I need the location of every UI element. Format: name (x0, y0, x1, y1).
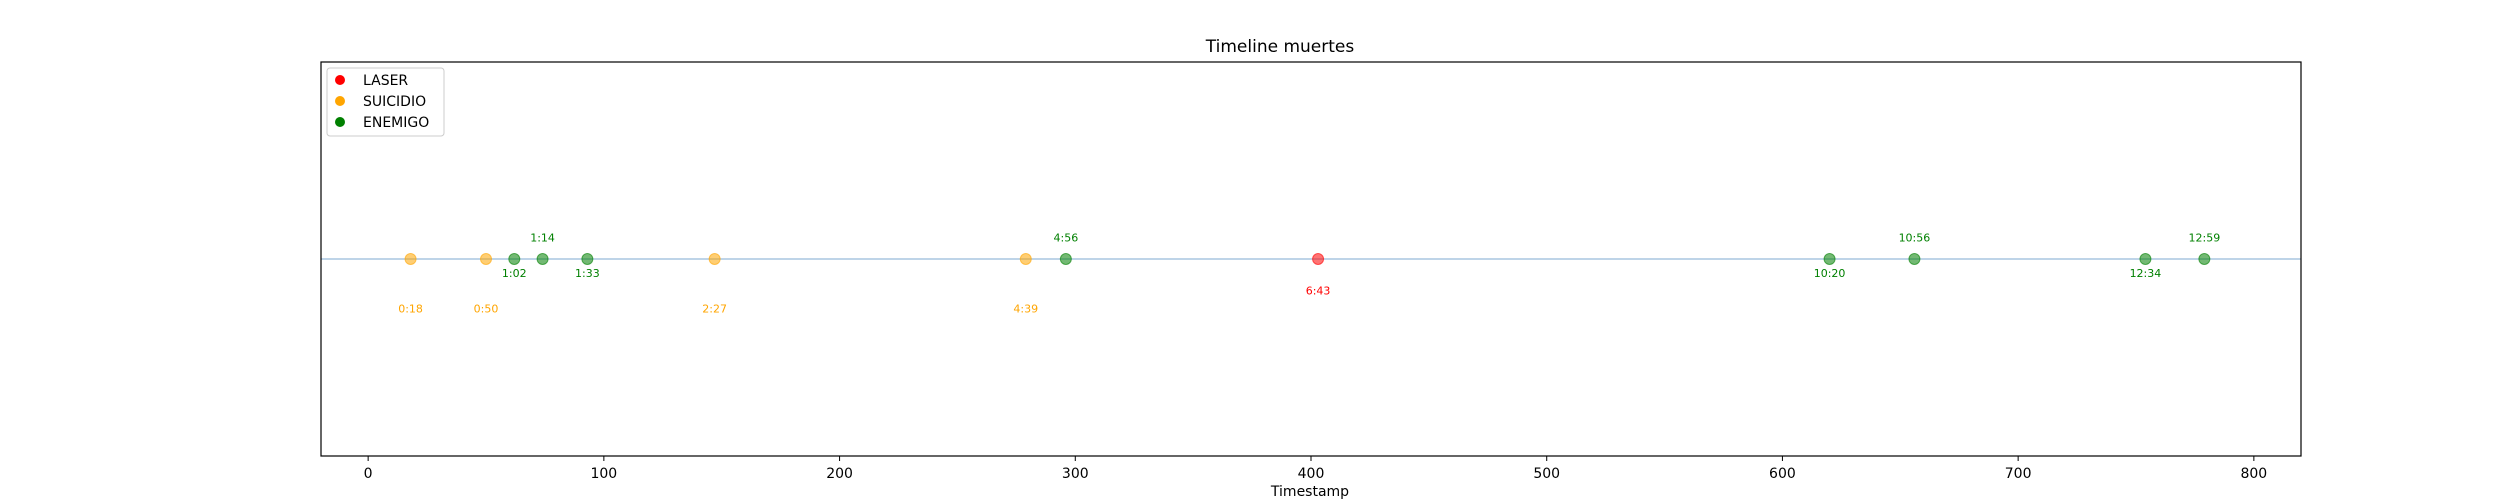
x-tick-label: 200 (826, 466, 853, 482)
data-point (2198, 253, 2211, 265)
data-point (480, 253, 492, 265)
chart-title: Timeline muertes (1205, 37, 1355, 57)
point-label: 0:50 (474, 302, 499, 315)
data-point (581, 253, 594, 265)
point-label: 12:59 (2189, 231, 2221, 244)
legend-label: LASER (363, 73, 408, 89)
point-label: 4:56 (1054, 231, 1079, 244)
data-point (536, 253, 549, 265)
point-label: 6:43 (1306, 285, 1331, 298)
point-label: 2:27 (702, 302, 727, 315)
point-label: 10:56 (1899, 231, 1931, 244)
data-point (2139, 253, 2152, 265)
legend-label: SUICIDIO (363, 94, 426, 110)
legend-marker (335, 117, 345, 127)
point-label: 12:34 (2130, 267, 2162, 280)
data-point (404, 253, 417, 265)
data-point (1908, 253, 1921, 265)
point-labels-layer: 0:18 0:50 1:02 1:14 1:33 2:27 4:39 4:56 6:43 10:2… (398, 231, 2220, 315)
data-point (508, 253, 521, 265)
x-tick-label: 600 (1769, 466, 1796, 482)
legend-box (326, 67, 445, 137)
x-tick-label: 400 (1298, 466, 1325, 482)
point-label: 1:33 (575, 267, 600, 280)
data-point (1019, 253, 1032, 265)
point-label: 4:39 (1013, 302, 1038, 315)
x-axis: 0 100 200 300 400 500 600 700 800 (364, 456, 2267, 482)
data-point (708, 253, 721, 265)
legend-label: ENEMIGO (363, 115, 429, 131)
x-tick-label: 0 (364, 466, 373, 482)
x-tick-label: 500 (1533, 466, 1560, 482)
point-label: 0:18 (398, 302, 423, 315)
point-label: 1:02 (502, 267, 527, 280)
point-label: 10:20 (1814, 267, 1846, 280)
x-tick-label: 700 (2005, 466, 2032, 482)
point-label: 1:14 (530, 231, 555, 244)
data-point (1059, 253, 1072, 265)
x-tick-label: 300 (1062, 466, 1089, 482)
legend: LASER SUICIDIO ENEMIGO (326, 67, 445, 137)
data-point (1312, 253, 1325, 265)
x-tick-label: 800 (2240, 466, 2267, 482)
points-layer (404, 253, 2211, 265)
legend-marker (335, 96, 345, 106)
x-tick-label: 100 (590, 466, 617, 482)
data-point (1823, 253, 1836, 265)
legend-marker (335, 75, 345, 85)
x-axis-label: Timestamp (1270, 484, 1349, 500)
